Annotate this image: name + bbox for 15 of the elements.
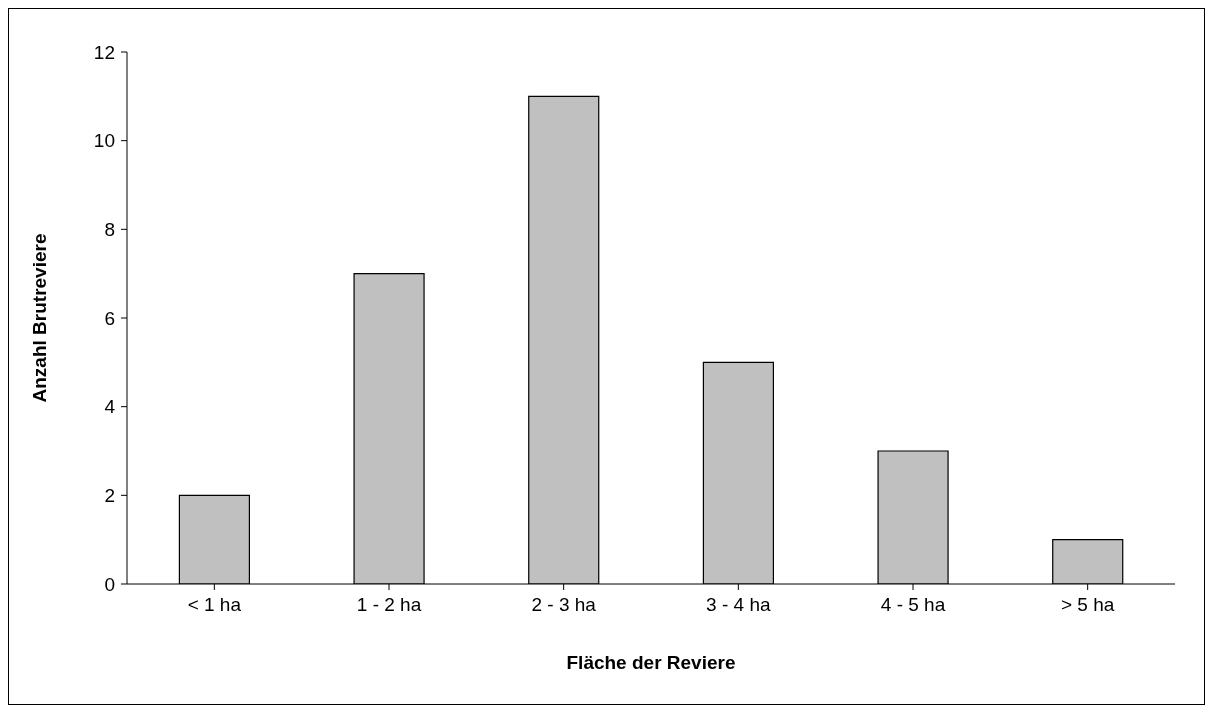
x-tick-label: 2 - 3 ha (531, 594, 597, 616)
y-tick-label: 8 (104, 219, 115, 241)
x-tick-label: 4 - 5 ha (880, 594, 946, 616)
y-tick-label: 6 (104, 307, 115, 329)
x-axis-title: Fläche der Reviere (566, 652, 736, 673)
y-axis-title: Anzahl Brutreviere (28, 233, 50, 403)
y-tick-label: 12 (93, 41, 115, 63)
x-tick-label: < 1 ha (187, 594, 242, 616)
y-tick-label: 10 (93, 130, 115, 152)
y-tick-label: 0 (104, 573, 115, 595)
x-tick-label: > 5 ha (1060, 594, 1115, 616)
x-tick-label: 3 - 4 ha (706, 594, 771, 616)
y-tick-label: 4 (104, 396, 116, 418)
y-tick-label: 2 (104, 485, 115, 507)
x-tick-label: 1 - 2 ha (356, 594, 422, 616)
